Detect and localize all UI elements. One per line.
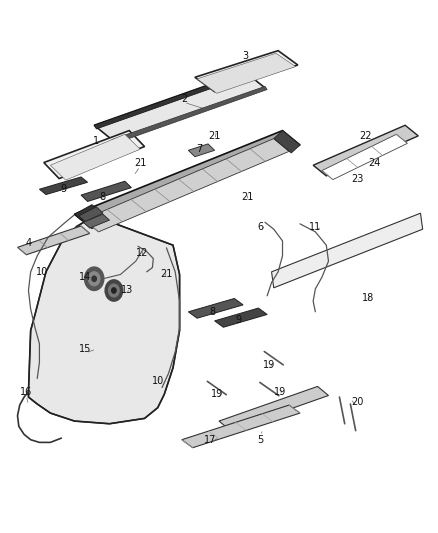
Text: 6: 6 bbox=[258, 222, 264, 231]
Text: 1: 1 bbox=[93, 136, 99, 146]
Polygon shape bbox=[50, 134, 140, 180]
Polygon shape bbox=[272, 213, 423, 288]
Text: 13: 13 bbox=[121, 286, 133, 295]
Text: 9: 9 bbox=[60, 184, 67, 194]
Polygon shape bbox=[188, 298, 243, 318]
Polygon shape bbox=[322, 134, 407, 180]
Text: 14: 14 bbox=[79, 272, 92, 282]
Polygon shape bbox=[197, 53, 296, 93]
Text: 16: 16 bbox=[20, 387, 32, 397]
Text: 24: 24 bbox=[368, 158, 381, 167]
Circle shape bbox=[105, 280, 123, 301]
Polygon shape bbox=[39, 177, 88, 195]
Circle shape bbox=[92, 276, 96, 281]
Text: 18: 18 bbox=[362, 294, 374, 303]
Text: 8: 8 bbox=[100, 192, 106, 202]
Circle shape bbox=[88, 272, 100, 286]
Circle shape bbox=[85, 267, 104, 290]
Text: 10: 10 bbox=[35, 267, 48, 277]
Text: 22: 22 bbox=[360, 131, 372, 141]
Text: 12: 12 bbox=[136, 248, 148, 258]
Text: 21: 21 bbox=[134, 158, 146, 167]
Polygon shape bbox=[74, 205, 99, 220]
Text: 7: 7 bbox=[196, 144, 202, 154]
Text: 10: 10 bbox=[152, 376, 164, 386]
Text: 2: 2 bbox=[181, 94, 187, 103]
Text: 19: 19 bbox=[263, 360, 276, 370]
Text: 21: 21 bbox=[160, 270, 173, 279]
Polygon shape bbox=[44, 131, 145, 179]
Polygon shape bbox=[195, 51, 298, 92]
Polygon shape bbox=[112, 86, 267, 144]
Text: 20: 20 bbox=[351, 398, 363, 407]
Text: 21: 21 bbox=[208, 131, 221, 141]
Polygon shape bbox=[81, 181, 131, 201]
Polygon shape bbox=[79, 207, 103, 222]
Text: 15: 15 bbox=[79, 344, 92, 354]
Polygon shape bbox=[215, 308, 267, 327]
Circle shape bbox=[109, 284, 119, 297]
Text: 3: 3 bbox=[242, 51, 248, 61]
Polygon shape bbox=[74, 131, 300, 228]
Text: 19: 19 bbox=[274, 387, 286, 397]
Polygon shape bbox=[94, 72, 265, 141]
Text: 5: 5 bbox=[258, 435, 264, 445]
Polygon shape bbox=[182, 405, 300, 448]
Text: 11: 11 bbox=[309, 222, 321, 231]
Polygon shape bbox=[188, 144, 215, 157]
Text: 17: 17 bbox=[204, 435, 216, 445]
Polygon shape bbox=[83, 214, 110, 228]
Text: 19: 19 bbox=[211, 390, 223, 399]
Text: 21: 21 bbox=[241, 192, 254, 202]
Text: 8: 8 bbox=[209, 307, 215, 317]
Polygon shape bbox=[28, 216, 180, 424]
Text: 9: 9 bbox=[236, 315, 242, 325]
Polygon shape bbox=[94, 72, 247, 129]
Polygon shape bbox=[83, 139, 289, 232]
Polygon shape bbox=[18, 226, 90, 255]
Text: 23: 23 bbox=[351, 174, 363, 183]
Polygon shape bbox=[219, 386, 328, 430]
Circle shape bbox=[112, 288, 116, 293]
Polygon shape bbox=[313, 125, 418, 176]
Polygon shape bbox=[274, 131, 300, 153]
Text: 4: 4 bbox=[25, 238, 32, 247]
